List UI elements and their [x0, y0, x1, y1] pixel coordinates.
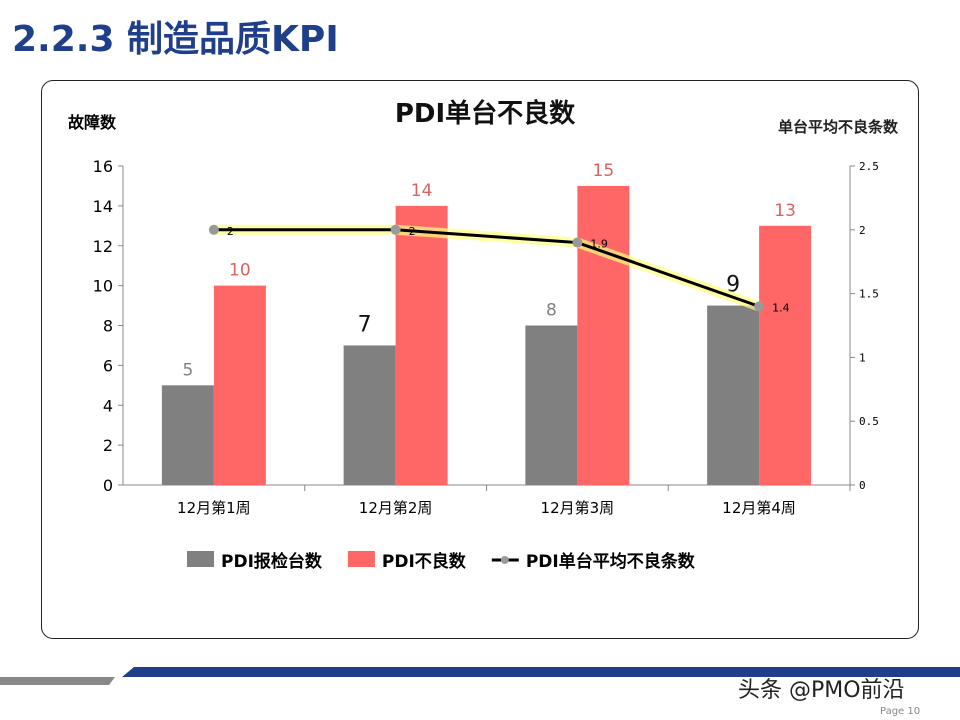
chart-frame: [41, 80, 919, 639]
line-point: [390, 224, 401, 235]
data-label: 13: [774, 201, 796, 221]
x-tick-label: 12月第3周: [541, 499, 615, 517]
bar-PDI不良数: [395, 205, 448, 485]
footer-band-blue: [122, 667, 960, 677]
x-tick-label: 12月第2周: [359, 499, 433, 517]
legend-swatch: [187, 551, 214, 567]
y2-tick-label: 2.5: [859, 160, 879, 173]
data-label: 5: [182, 360, 193, 380]
data-label: 8: [546, 301, 557, 321]
y-tick-label: 6: [103, 356, 113, 375]
x-tick-label: 12月第1周: [177, 499, 251, 517]
y-tick-label: 0: [103, 476, 113, 495]
bar-PDI报检台数: [161, 385, 214, 485]
y-tick-label: 8: [103, 317, 113, 336]
footer-band-grey: [0, 677, 115, 685]
y2-tick-label: 0.5: [859, 415, 879, 428]
bar-PDI报检台数: [525, 325, 578, 485]
legend-marker: [500, 556, 509, 564]
bar-PDI不良数: [759, 225, 812, 485]
page-number: Page 10: [880, 706, 921, 717]
line-point: [208, 224, 219, 235]
y2-tick-label: 1.5: [859, 288, 879, 301]
y-axis-label: 故障数: [68, 113, 117, 132]
y2-tick-label: 0: [859, 479, 866, 492]
chart-title: PDI单台不良数: [395, 98, 576, 129]
y2-tick-label: 1: [859, 351, 866, 364]
y-tick-label: 12: [93, 237, 113, 256]
legend-label: PDI不良数: [382, 551, 467, 572]
y-tick-label: 4: [103, 396, 113, 415]
watermark: 头条 @PMO前沿: [738, 678, 905, 703]
y2-axis-label: 单台平均不良条数: [778, 118, 899, 136]
line-data-label: 1.9: [590, 238, 608, 251]
bar-PDI报检台数: [707, 305, 760, 485]
line-glow: [213, 224, 761, 312]
data-label: 7: [358, 312, 372, 337]
line-PDI单台平均不良条数: [213, 228, 760, 308]
bar-PDI不良数: [577, 185, 630, 485]
y-tick-label: 14: [93, 197, 113, 216]
data-label: 15: [593, 161, 615, 181]
y2-tick-label: 2: [859, 224, 866, 237]
legend-label: PDI报检台数: [221, 551, 323, 572]
bar-PDI报检台数: [343, 345, 396, 485]
x-tick-label: 12月第4周: [722, 499, 796, 517]
y-tick-label: 16: [93, 157, 113, 176]
line-point: [754, 301, 765, 312]
bar-PDI不良数: [213, 285, 266, 485]
line-data-label: 2: [227, 225, 234, 238]
slide-title: 2.2.3 制造品质KPI: [12, 19, 339, 60]
legend-label: PDI单台平均不良条数: [526, 551, 696, 572]
line-data-label: 2: [409, 225, 416, 238]
line-point: [572, 237, 583, 248]
y-tick-label: 10: [93, 277, 113, 296]
legend-swatch: [347, 551, 375, 567]
line-data-label: 1.4: [772, 301, 790, 314]
data-label: 10: [229, 261, 251, 281]
y-tick-label: 2: [103, 436, 113, 455]
data-label: 14: [411, 181, 433, 201]
